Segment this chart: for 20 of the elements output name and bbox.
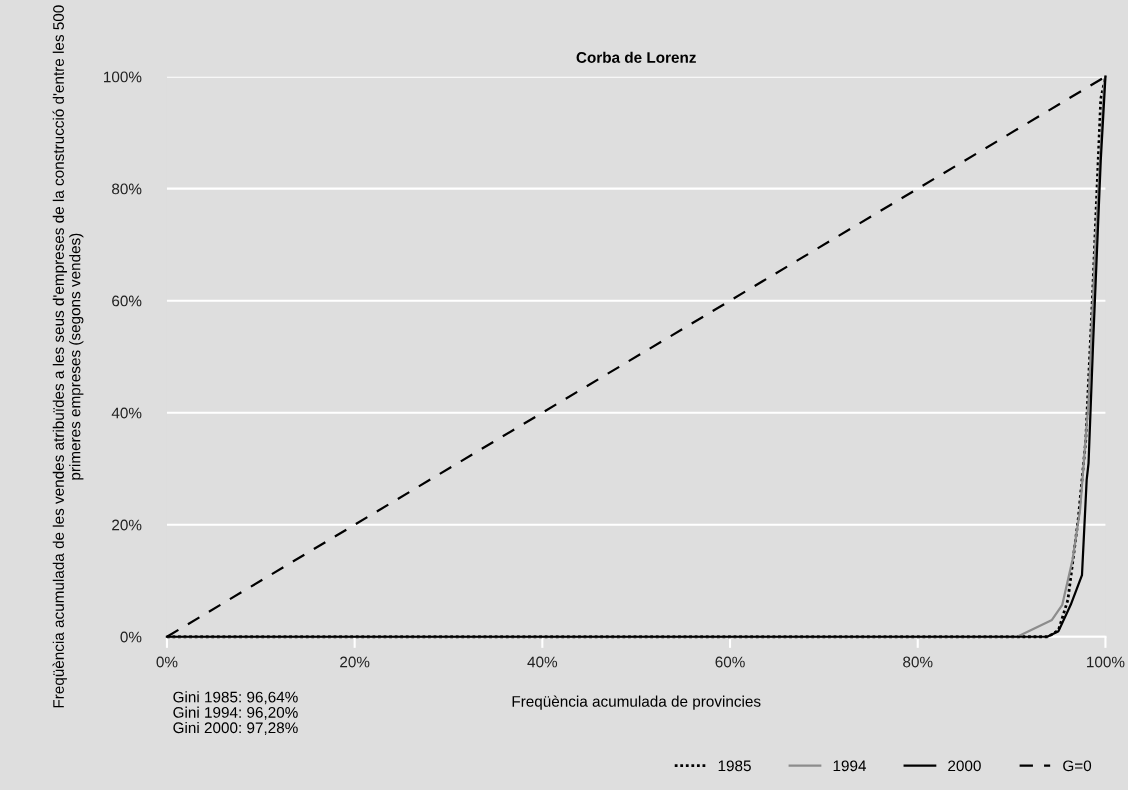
y-tick-label: 100% (104, 71, 142, 83)
legend-label: 2000 (948, 760, 981, 772)
text: Gini 1985: 96,64% Gini 1994: 96,20% Gini 2000: 97,28% (173, 691, 298, 735)
y-tick-label: 0% (120, 631, 142, 643)
legend-label: G=0 (1063, 760, 1092, 772)
y-tick-label: 80% (112, 183, 142, 195)
y-tick-label: 40% (111, 407, 142, 419)
y-tick-label: 20% (112, 519, 142, 531)
y-axis-title: Freqüència acumulada de les vendes atribuïdes a les seus d'empreses de la construcció d'entre les 500 primeres empreses (segons vendes) (52, 5, 84, 708)
x-tick-label: 0% (156, 656, 178, 668)
x-axis-title: Freqüència acumulada de provincies (512, 695, 761, 710)
legend-label: 1985 (718, 760, 751, 772)
chart-title: Corba de Lorenz (576, 51, 696, 63)
x-tick-label: 100% (1087, 656, 1125, 668)
x-tick-label: 20% (340, 656, 370, 668)
x-tick-label: 80% (903, 656, 933, 668)
x-tick-label: 60% (715, 656, 745, 668)
legend-label: 1994 (833, 760, 867, 772)
y-tick-label: 60% (112, 295, 142, 307)
x-tick-label: 40% (527, 656, 558, 668)
